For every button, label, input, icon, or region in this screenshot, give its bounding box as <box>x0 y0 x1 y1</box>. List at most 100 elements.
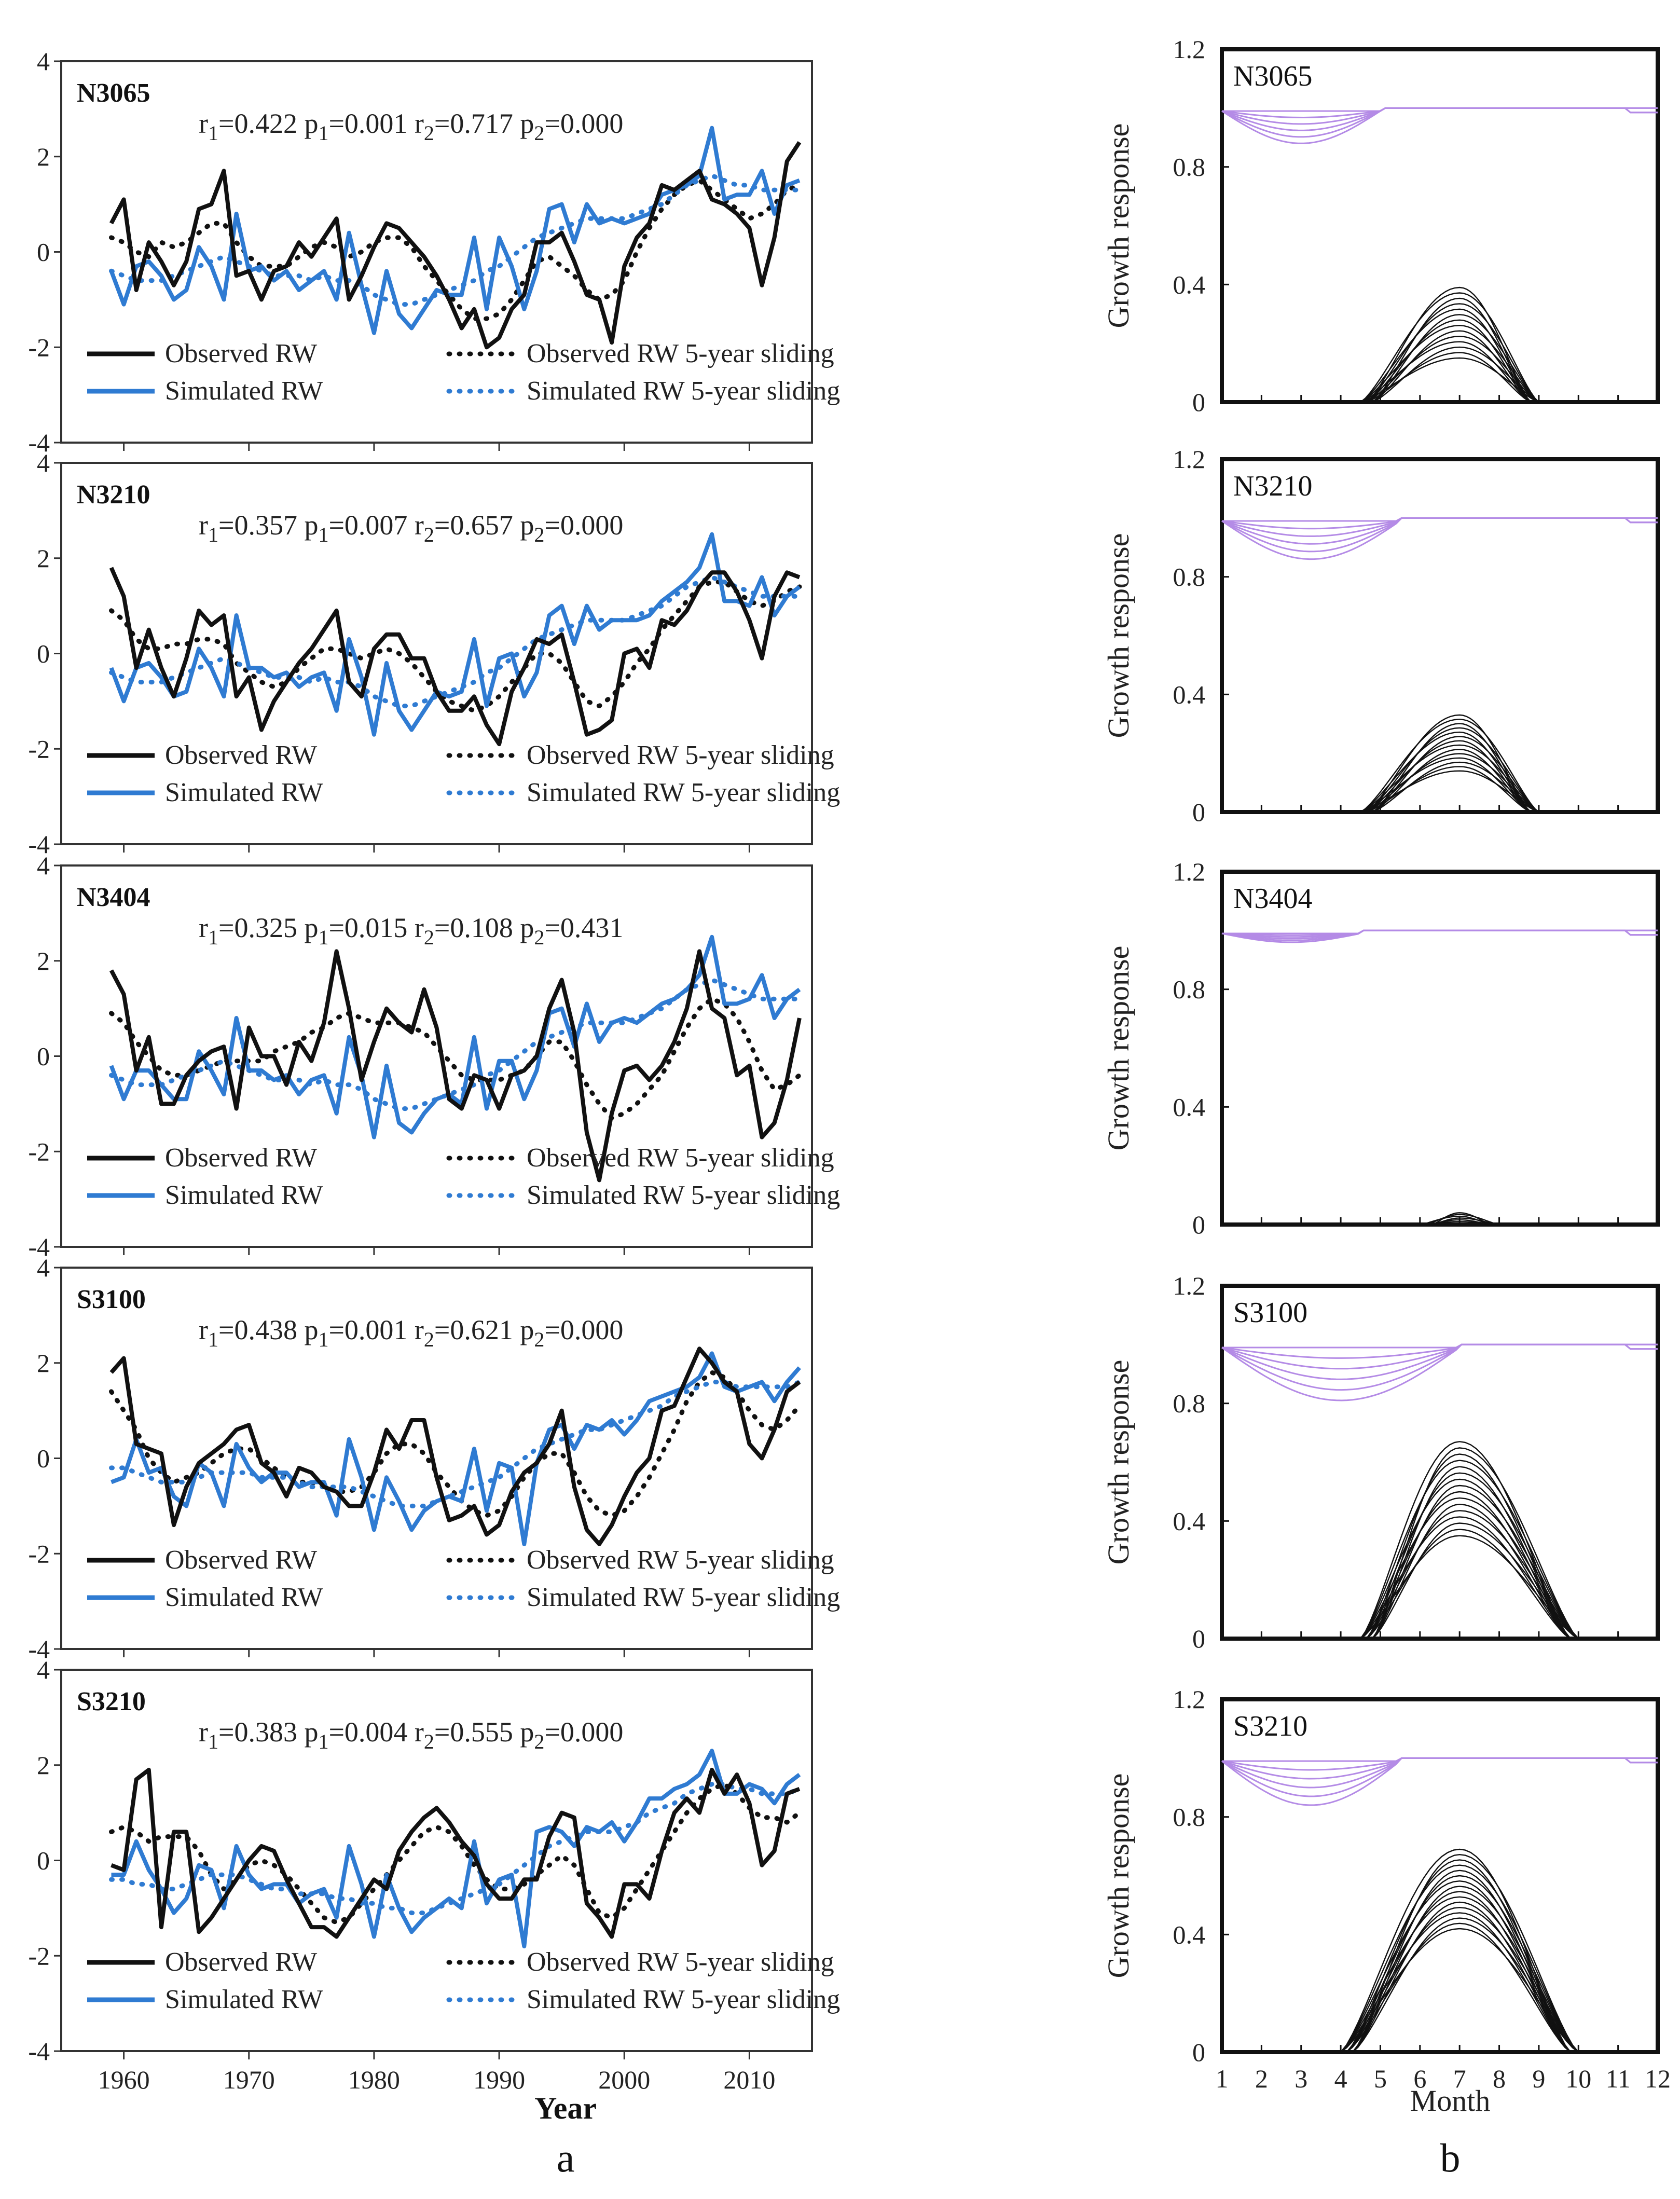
response-growth-curve <box>1360 308 1532 403</box>
plot-frame <box>60 60 813 444</box>
station-label: S3100 <box>1233 1297 1307 1329</box>
y-tick-label: 4 <box>37 851 50 880</box>
plot-frame <box>60 1267 813 1650</box>
y-tick-label: -4 <box>28 830 50 859</box>
response-growth-curve <box>1372 1447 1579 1639</box>
x-tick-label: 12 <box>1645 2064 1671 2093</box>
y-tick-label: 4 <box>37 1655 50 1684</box>
station-label: N3065 <box>77 78 150 108</box>
response-growth-curve <box>1366 303 1539 403</box>
x-tick-label: 2000 <box>598 2065 650 2094</box>
response-top-curve <box>1221 1343 1658 1401</box>
response-frame <box>1220 1697 1660 2054</box>
legend-simulated-sliding-label: Simulated RW 5-year sliding <box>527 778 840 807</box>
legend-observed-label: Observed RW <box>165 740 317 770</box>
y-tick-label: -4 <box>28 2037 50 2066</box>
x-tick-label: 1 <box>1216 2064 1229 2093</box>
plot-frame <box>60 864 813 1248</box>
stats-label: r1=0.357 p1=0.007 r2=0.657 p2=0.000 <box>199 510 623 546</box>
y-tick-label: 0 <box>37 1444 50 1473</box>
station-label: N3404 <box>77 883 150 912</box>
subplot-b-S3100: 0 0.4 0.8 1.2 Growth response S3100 <box>1101 1271 1660 1653</box>
legend-observed-sliding-label: Observed RW 5-year sliding <box>527 740 834 770</box>
y-tick-label: -2 <box>28 1137 50 1166</box>
x-tick-label: 2010 <box>723 2065 775 2094</box>
y-axis-title: Growth response <box>1101 946 1135 1151</box>
y-tick-label: -2 <box>28 734 50 763</box>
station-label: N3404 <box>1233 883 1312 915</box>
panel-b-letter: b <box>1440 2135 1461 2180</box>
y-tick-label: 2 <box>37 946 50 975</box>
legend-observed-sliding-label: Observed RW 5-year sliding <box>527 339 834 368</box>
response-frame <box>1220 1284 1660 1641</box>
simulated-line <box>109 934 801 1139</box>
response-top-curve <box>1221 107 1658 144</box>
legend-observed-label: Observed RW <box>165 1947 317 1977</box>
response-growth-curve <box>1426 1214 1499 1226</box>
panel-b: 0 0.4 0.8 1.2 Growth response N3065 0 0.4 0.8 1.2… <box>1101 35 1671 2093</box>
y-tick-label: 2 <box>37 142 50 171</box>
y-tick-label: 0 <box>1192 388 1205 417</box>
response-growth-curve <box>1366 352 1532 403</box>
y-tick-label: 0 <box>1192 798 1205 827</box>
response-growth-curve <box>1366 766 1532 813</box>
subplot-a-N3404: -4 -2 0 2 4 N3404 r1=0.325 p1=0.015 r2=0.108 p… <box>28 851 840 1261</box>
observed-line <box>109 141 802 350</box>
response-growth-curve <box>1360 719 1539 813</box>
station-label: S3210 <box>1233 1710 1307 1742</box>
x-tick-label: 11 <box>1606 2064 1631 2093</box>
response-frame <box>1220 47 1660 404</box>
y-tick-label: 0 <box>37 1846 50 1875</box>
response-growth-curve <box>1366 319 1532 403</box>
y-tick-label: -2 <box>28 333 50 362</box>
station-label: S3210 <box>77 1687 146 1716</box>
legend-observed-label: Observed RW <box>165 1545 317 1575</box>
simulated-line <box>111 1351 801 1546</box>
legend-simulated-sliding-label: Simulated RW 5-year sliding <box>527 1583 840 1612</box>
stats-label: r1=0.325 p1=0.015 r2=0.108 p2=0.431 <box>199 912 623 949</box>
legend-observed-sliding-label: Observed RW 5-year sliding <box>527 1143 834 1173</box>
x-tick-label: 1980 <box>348 2065 400 2094</box>
response-top-curve <box>1221 929 1658 943</box>
stats-label: r1=0.438 p1=0.001 r2=0.621 p2=0.000 <box>199 1314 623 1351</box>
plot-frame <box>60 1669 813 2052</box>
stats-label: r1=0.383 p1=0.004 r2=0.555 p2=0.000 <box>199 1716 623 1753</box>
y-tick-label: 1.2 <box>1173 1271 1206 1300</box>
legend-simulated-sliding-label: Simulated RW 5-year sliding <box>527 376 840 406</box>
response-growth-curve <box>1366 714 1532 813</box>
response-growth-curve <box>1352 1853 1579 2053</box>
y-tick-label: 0.4 <box>1173 1920 1206 1949</box>
legend-observed-sliding-label: Observed RW 5-year sliding <box>527 1545 834 1575</box>
response-growth-curve <box>1420 1215 1492 1226</box>
y-tick-label: 0 <box>1192 1624 1205 1653</box>
response-growth-curve <box>1372 1522 1579 1639</box>
panel-a: -4 -2 0 2 4 N3065 r1=0.422 p1=0.001 r2=0.717 p… <box>28 47 840 2094</box>
y-tick-label: 0.4 <box>1173 270 1206 299</box>
x-tick-label: 5 <box>1374 2064 1387 2093</box>
y-tick-label: 2 <box>37 1751 50 1780</box>
y-tick-label: 0.8 <box>1173 562 1206 592</box>
y-tick-label: 4 <box>37 47 50 76</box>
response-growth-curve <box>1346 1875 1579 2053</box>
y-tick-label: 4 <box>37 448 50 477</box>
observed-line <box>111 1767 801 1939</box>
observed-sliding-line <box>109 1370 802 1518</box>
response-growth-curve <box>1366 1453 1571 1639</box>
response-growth-curve <box>1352 1870 1571 2053</box>
response-growth-curve <box>1372 297 1532 403</box>
subplot-b-N3404: 0 0.4 0.8 1.2 Growth response N3404 <box>1101 857 1660 1239</box>
y-tick-label: 4 <box>37 1253 50 1282</box>
station-label: S3100 <box>77 1285 146 1314</box>
y-tick-label: 0 <box>37 238 50 267</box>
y-tick-label: 0 <box>1192 2038 1205 2067</box>
station-label: N3210 <box>1233 470 1312 502</box>
x-tick-label: 10 <box>1565 2064 1591 2093</box>
response-top-curve <box>1221 517 1658 560</box>
y-tick-label: 0 <box>37 1042 50 1071</box>
y-tick-label: 0.4 <box>1173 680 1206 709</box>
subplot-a-N3210: -4 -2 0 2 4 N3210 r1=0.357 p1=0.007 r2=0.657 p… <box>28 448 840 859</box>
response-growth-curve <box>1346 1859 1571 2053</box>
simulated-line <box>109 532 801 737</box>
legend-simulated-label: Simulated RW <box>165 1180 323 1210</box>
